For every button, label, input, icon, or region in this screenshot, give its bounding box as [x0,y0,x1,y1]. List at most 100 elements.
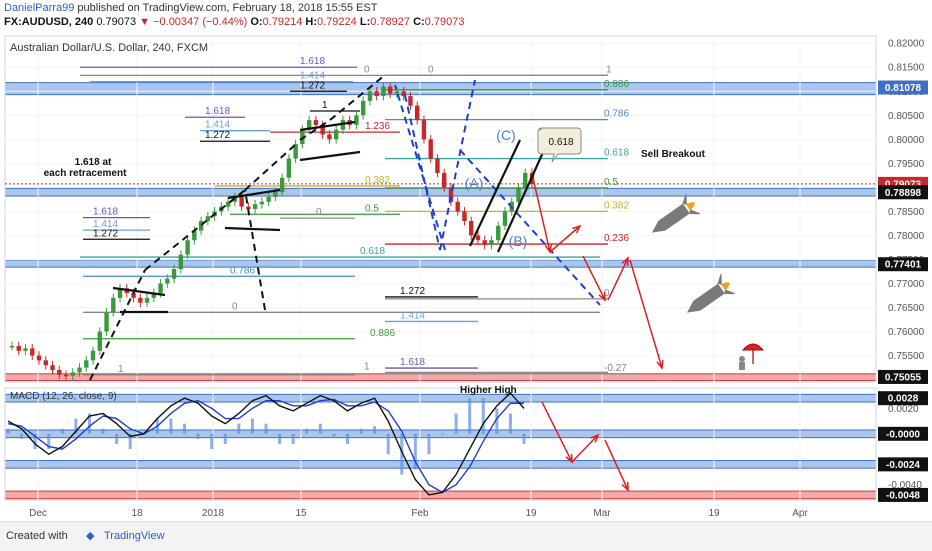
macd-histogram-bar [237,423,241,434]
channel-line [112,286,166,297]
fib-label: 0.618 [604,148,629,159]
candle-body [502,211,508,226]
candle-body [252,204,258,209]
forecast-arrow [604,439,629,491]
x-tick-label: 19 [708,508,720,519]
candle-body [462,211,467,222]
channel-line [469,139,521,247]
candle-body [171,269,177,279]
fib-label: 0.382 [365,175,390,186]
candle-body [50,365,55,370]
candle-body [259,201,265,205]
callout-bubble [537,127,582,163]
fib-label: 1.272 [400,286,425,297]
macd-histogram-bar [522,433,526,444]
candle-body [90,350,96,361]
rocket-fins [682,193,701,215]
dashed-projection-line [394,84,446,251]
candle-body [111,297,116,313]
callout-text: 0.618 [548,137,573,148]
channel-line [224,226,281,232]
last-price: 0.79073 [96,16,137,28]
forecast-arrowhead [572,224,582,234]
macd-title: MACD (12, 26, close, 9) [10,391,117,402]
fib-label: 1.414 [93,219,118,230]
sell-breakout-note: Sell Breakout [641,149,706,160]
fib-label: 0 [428,64,434,75]
price-label: 0.75055 [885,372,922,383]
candle-body [138,297,143,303]
candle-body [9,345,15,348]
candle-body [455,201,460,212]
rocket-body [686,283,725,313]
candle-body [279,177,285,193]
fib-label: 0.786 [230,265,255,276]
candle-body [192,230,197,241]
x-tick-label: 18 [131,508,143,519]
candle-body [104,312,109,332]
macd-tick-label: 0.0020 [888,404,919,415]
macd-zone [4,393,877,403]
rocket-flame [720,282,730,291]
macd-histogram-bar [115,433,119,444]
price-label-box [878,80,928,95]
forecast-arrow [549,225,581,253]
candle-body [414,105,420,121]
y-tick-label: 0.76000 [888,327,925,338]
macd-label: -0.0000 [886,429,920,440]
price-label: 0.78898 [885,188,922,199]
macd-histogram-bar [427,433,431,455]
candle-body [70,372,75,376]
fib-label: 1.618 [300,56,325,67]
y-tick-label: 0.82000 [888,39,925,50]
candle-body [144,297,150,303]
macd-histogram-bar [223,433,227,444]
high-value: 0.79224 [317,16,357,28]
candle-body [239,196,244,207]
price-label: 0.79073 [885,179,922,190]
forecast-arrowhead [590,433,600,443]
wave-c-label: (C) [496,127,515,143]
macd-zone [4,460,877,469]
dashed-projection-line [459,149,601,306]
fib-label: 0.382 [604,200,629,211]
tradingview-brand[interactable]: TradingView [104,530,165,542]
macd-histogram-bar [210,433,214,450]
macd-label-box [878,426,928,441]
chart-area[interactable]: 1.6181.4141.2721.6181.4141.2721.23610.38… [0,30,932,521]
forecast-arrowhead [656,359,664,370]
candle-body [387,86,393,94]
candle-body [266,196,271,202]
dashed-projection-line [89,269,146,381]
candle-body [63,374,69,377]
channel-line [496,147,547,253]
x-tick-label: 19 [525,508,537,519]
macd-layer [6,392,526,496]
wave-b-label: (B) [509,233,528,249]
macd-histogram-bar [291,433,295,444]
y-tick-label: 0.80500 [888,111,925,122]
price-label-box [878,257,928,272]
fib-label: 1.414 [400,310,425,321]
author-link[interactable]: DanielParra99 [4,2,75,14]
price-label-box [878,185,928,200]
macd-histogram-bar [169,418,173,434]
candle-body [84,360,89,368]
wave-a-label: (A) [465,175,484,191]
macd-line [7,392,525,496]
macd-histogram-bar [332,433,336,437]
fib-label: 1.414 [205,120,230,131]
candle-body [178,254,184,270]
candle-body [374,91,379,97]
candle-body [16,345,21,351]
candle-body [158,283,163,294]
fib-label: 1 [606,64,612,75]
zone-support [4,259,877,268]
x-tick-label: Apr [792,508,808,519]
candle-body [246,206,251,209]
dashed-projection-line [144,189,246,271]
forecast-arrowhead [598,291,606,302]
forecast-arrowhead [621,481,629,492]
open-value: 0.79214 [262,16,303,28]
macd-histogram-bar [250,418,254,434]
